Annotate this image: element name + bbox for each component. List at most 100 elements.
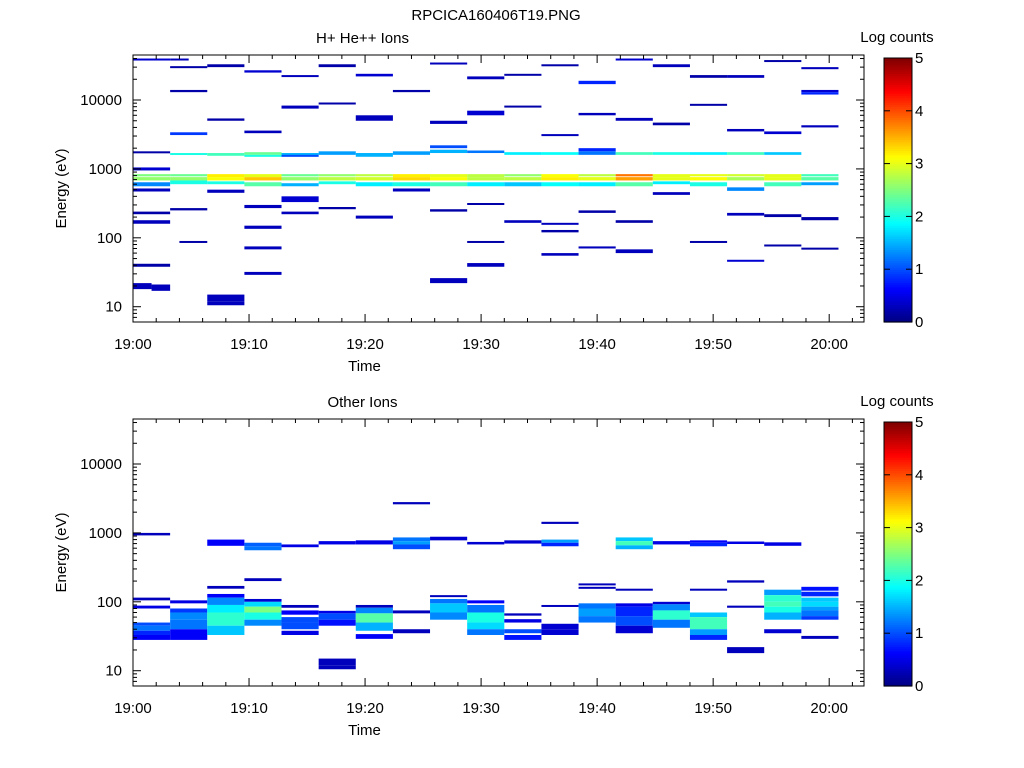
heatmap-cell <box>578 603 616 609</box>
colorbar-swatch <box>884 143 912 147</box>
heatmap-cell <box>801 635 839 639</box>
heatmap-cell <box>801 174 839 177</box>
heatmap-cell <box>652 122 690 126</box>
heatmap-cell <box>355 622 393 631</box>
heatmap-cell <box>578 177 616 181</box>
colorbar-swatch <box>884 622 912 625</box>
colorbar-swatch <box>884 525 912 529</box>
heatmap-cell <box>652 177 690 181</box>
colorbar-swatch <box>884 216 912 220</box>
colorbar-swatch <box>884 512 912 515</box>
heatmap-cell <box>764 601 802 607</box>
heatmap-cell <box>541 64 579 67</box>
heatmap-cell <box>541 177 579 181</box>
heatmap-cell <box>578 583 616 586</box>
colorbar-swatch <box>884 633 912 636</box>
heatmap-cell <box>801 89 839 93</box>
colorbar-swatch <box>884 260 912 264</box>
colorbar-swatch <box>884 624 912 628</box>
heatmap-cell <box>467 622 505 630</box>
heatmap-cell <box>504 634 542 640</box>
colorbar-swatch <box>884 58 912 61</box>
colorbar-swatch <box>884 137 912 140</box>
colorbar-swatch <box>884 308 912 312</box>
colorbar-swatch <box>884 536 912 540</box>
colorbar-swatch <box>884 428 912 432</box>
colorbar-swatch <box>884 262 912 266</box>
heatmap-cell <box>281 75 319 78</box>
heatmap-cell <box>652 601 690 605</box>
colorbar-swatch <box>884 317 912 321</box>
y-tick-label: 10 <box>105 663 122 680</box>
heatmap-cell <box>801 591 839 597</box>
colorbar-swatch <box>884 313 912 316</box>
colorbar-tick-label: 0 <box>915 314 923 331</box>
heatmap-cell <box>133 532 171 536</box>
heatmap-cell <box>355 607 393 614</box>
heatmap-cell <box>615 182 653 187</box>
colorbar-swatch <box>884 201 912 204</box>
colorbar-swatch <box>884 472 912 476</box>
heatmap-cell <box>207 118 245 121</box>
heatmap-cell <box>133 177 171 181</box>
heatmap-cell <box>764 612 802 620</box>
colorbar-tick-label: 4 <box>915 103 923 120</box>
heatmap-cell <box>355 182 393 187</box>
heatmap-cell <box>207 153 245 156</box>
x-tick-label: 19:40 <box>578 700 616 717</box>
colorbar-swatch <box>884 115 912 118</box>
heatmap-cell <box>504 152 542 155</box>
heatmap-cell <box>541 629 579 635</box>
colorbar-swatch <box>884 452 912 456</box>
heatmap-cell <box>133 630 171 635</box>
colorbar-swatch <box>884 181 912 184</box>
colorbar-swatch <box>884 187 912 191</box>
colorbar-swatch <box>884 196 912 200</box>
colorbar-swatch <box>884 172 912 176</box>
x-axis-label: Time <box>348 722 381 739</box>
heatmap-cell <box>170 629 208 640</box>
heatmap-cell <box>244 174 282 178</box>
colorbar-swatch <box>884 183 912 187</box>
heatmap-cell <box>133 634 171 640</box>
colorbar-swatch <box>884 234 912 237</box>
heatmap-cell <box>318 181 356 185</box>
heatmap-cell <box>689 540 728 543</box>
heatmap-cell <box>467 263 505 267</box>
heatmap-cell <box>244 177 282 181</box>
heatmap-cell <box>318 64 356 68</box>
heatmap-cell <box>578 586 616 589</box>
heatmap-cell <box>689 240 728 243</box>
heatmap-cell <box>355 177 393 181</box>
heatmap-cell <box>318 613 356 620</box>
heatmap-cell <box>467 177 505 181</box>
colorbar-swatch <box>884 113 912 116</box>
heatmap-cell <box>689 542 728 547</box>
heatmap-cell <box>430 278 468 284</box>
colorbar-swatch <box>884 496 912 500</box>
colorbar-swatch <box>884 642 912 645</box>
y-axis-label: Energy (eV) <box>53 512 70 592</box>
colorbar-swatch <box>884 319 912 323</box>
heatmap-cell <box>652 541 690 545</box>
heatmap-cell <box>615 545 653 550</box>
colorbar-swatch <box>884 518 912 522</box>
heatmap-cell <box>392 174 431 178</box>
heatmap-cell <box>133 283 152 290</box>
colorbar-swatch <box>884 152 912 156</box>
heatmap-cell <box>504 613 542 616</box>
heatmap-cell <box>170 208 208 211</box>
colorbar-swatch <box>884 646 912 650</box>
heatmap-cell <box>318 174 356 177</box>
colorbar-frame <box>883 57 913 323</box>
heatmap-cell <box>764 152 802 155</box>
heatmap-cell <box>392 89 431 93</box>
colorbar-swatch <box>884 278 912 281</box>
heatmap-cell <box>392 182 431 187</box>
colorbar-swatch <box>884 198 912 202</box>
heatmap-cell <box>467 182 505 187</box>
heatmap-cell <box>318 619 356 626</box>
colorbar-swatch <box>884 311 912 314</box>
colorbar-label: Log counts <box>860 393 933 410</box>
colorbar-swatch <box>884 483 912 487</box>
